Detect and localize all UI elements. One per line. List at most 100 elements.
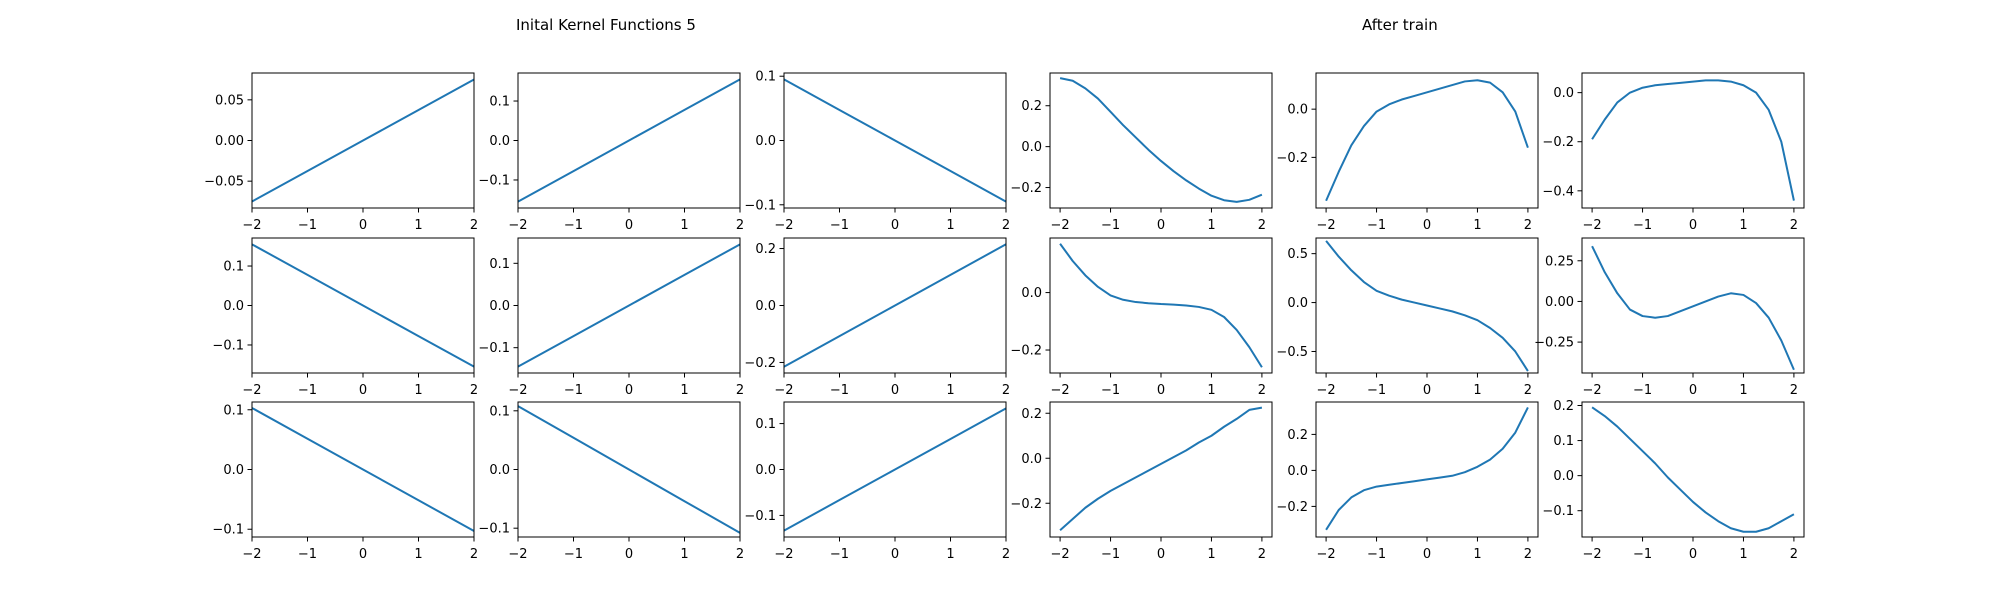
x-tick-label: 0 <box>1423 383 1431 398</box>
x-tick-label: 0 <box>1157 218 1165 233</box>
x-tick-label: 2 <box>1002 383 1010 398</box>
y-tick-label: 0.0 <box>755 299 776 314</box>
x-tick-label: −2 <box>508 383 527 398</box>
y-tick-label: 0.5 <box>1287 247 1308 262</box>
y-tick-label: −0.1 <box>1542 504 1574 519</box>
y-tick-label: −0.2 <box>1542 135 1574 150</box>
x-tick-label: 0 <box>359 383 367 398</box>
x-tick-label: −2 <box>242 218 261 233</box>
x-tick-label: −2 <box>1583 218 1602 233</box>
x-tick-label: 2 <box>1258 547 1266 562</box>
x-tick-label: −2 <box>242 547 261 562</box>
series-line <box>1059 77 1263 203</box>
series-line <box>1059 406 1263 531</box>
x-tick-label: 1 <box>946 383 954 398</box>
x-tick-label: 0 <box>1423 218 1431 233</box>
x-tick-label: 0 <box>1689 547 1697 562</box>
x-tick-label: −1 <box>1633 383 1652 398</box>
x-tick-label: −2 <box>508 547 527 562</box>
x-tick-label: 0 <box>1689 383 1697 398</box>
y-tick-label: 0.2 <box>1021 407 1042 422</box>
subplot-r3c3: −2 −1 0 1 2 −0.1 0.0 0.1 <box>744 401 1010 562</box>
y-tick-label: 0.0 <box>1287 464 1308 479</box>
x-tick-label: 1 <box>1739 218 1747 233</box>
y-tick-label: 0.25 <box>1545 254 1574 269</box>
x-tick-label: −1 <box>1367 547 1386 562</box>
y-tick-label: −0.1 <box>744 509 776 524</box>
subplot-r1c5: −2 −1 0 1 2 −0.2 0.0 <box>1276 72 1539 233</box>
x-tick-label: −2 <box>1317 383 1336 398</box>
series-line <box>783 78 1007 203</box>
axes-frame <box>1315 401 1539 538</box>
x-tick-label: −2 <box>774 383 793 398</box>
x-tick-label: 2 <box>1002 547 1010 562</box>
y-tick-label: 0.1 <box>755 417 776 432</box>
y-tick-label: 0.0 <box>223 463 244 478</box>
series-line <box>783 407 1007 532</box>
x-tick-label: −1 <box>298 383 317 398</box>
x-tick-label: 2 <box>1524 383 1532 398</box>
x-tick-label: 1 <box>946 547 954 562</box>
x-tick-label: 0 <box>359 218 367 233</box>
subplot-r3c6: −2 −1 0 1 2 −0.1 0.0 0.1 0.2 <box>1542 399 1805 562</box>
y-tick-label: −0.2 <box>1010 497 1042 512</box>
y-tick-label: 0.0 <box>489 463 510 478</box>
y-tick-label: 0.1 <box>489 95 510 110</box>
x-tick-label: 0 <box>625 547 633 562</box>
x-tick-label: 2 <box>1524 547 1532 562</box>
axes-frame <box>1049 401 1273 538</box>
x-tick-label: −1 <box>1633 547 1652 562</box>
x-tick-label: 1 <box>1207 218 1215 233</box>
y-tick-label: 0.0 <box>1553 469 1574 484</box>
subplot-r2c2: −2 −1 0 1 2 −0.1 0.0 0.1 <box>478 237 744 398</box>
x-tick-label: 1 <box>1207 383 1215 398</box>
y-tick-label: 0.0 <box>755 134 776 149</box>
x-tick-label: −1 <box>1101 218 1120 233</box>
x-tick-label: −2 <box>1317 547 1336 562</box>
series-line <box>1325 240 1529 372</box>
axes-frame <box>1049 237 1273 374</box>
subplot-r1c2: −2 −1 0 1 2 −0.1 0.0 0.1 <box>478 72 744 233</box>
series-line <box>783 243 1007 368</box>
y-tick-label: −0.5 <box>1276 345 1308 360</box>
y-tick-label: 0.2 <box>1021 99 1042 114</box>
x-tick-label: 1 <box>414 547 422 562</box>
y-tick-label: −0.4 <box>1542 184 1574 199</box>
x-tick-label: 2 <box>1258 383 1266 398</box>
x-tick-label: 0 <box>359 547 367 562</box>
subplot-r2c5: −2 −1 0 1 2 −0.5 0.0 0.5 <box>1276 237 1539 398</box>
y-tick-label: 0.0 <box>1021 140 1042 155</box>
x-tick-label: −2 <box>1583 547 1602 562</box>
y-tick-label: 0.0 <box>489 134 510 149</box>
x-tick-label: −1 <box>564 547 583 562</box>
x-tick-label: −2 <box>774 547 793 562</box>
subplot-r3c1: −2 −1 0 1 2 −0.1 0.0 0.1 <box>212 401 478 562</box>
x-tick-label: 2 <box>1790 383 1798 398</box>
x-tick-label: 1 <box>680 383 688 398</box>
x-tick-label: −2 <box>1317 218 1336 233</box>
y-tick-label: 0.0 <box>489 299 510 314</box>
x-tick-label: 1 <box>414 218 422 233</box>
y-tick-label: 0.05 <box>215 93 244 108</box>
y-tick-label: 0.1 <box>755 70 776 85</box>
series-line <box>251 243 475 368</box>
series-line <box>1325 79 1529 202</box>
y-tick-label: 0.1 <box>489 257 510 272</box>
x-tick-label: −1 <box>1101 383 1120 398</box>
y-tick-label: 0.0 <box>1287 296 1308 311</box>
y-tick-label: 0.0 <box>1021 286 1042 301</box>
series-line <box>251 407 475 532</box>
y-tick-label: −0.1 <box>478 341 510 356</box>
x-tick-label: −1 <box>1367 383 1386 398</box>
x-tick-label: −1 <box>298 218 317 233</box>
x-tick-label: −2 <box>1583 383 1602 398</box>
x-tick-label: 0 <box>1157 383 1165 398</box>
x-tick-label: −2 <box>1051 218 1070 233</box>
x-tick-label: 2 <box>470 547 478 562</box>
y-tick-label: −0.2 <box>1010 344 1042 359</box>
y-tick-label: 0.1 <box>1553 434 1574 449</box>
title-initial-kernels: Inital Kernel Functions 5 <box>516 16 696 34</box>
y-tick-label: −0.1 <box>212 338 244 353</box>
y-tick-label: 0.1 <box>223 260 244 275</box>
